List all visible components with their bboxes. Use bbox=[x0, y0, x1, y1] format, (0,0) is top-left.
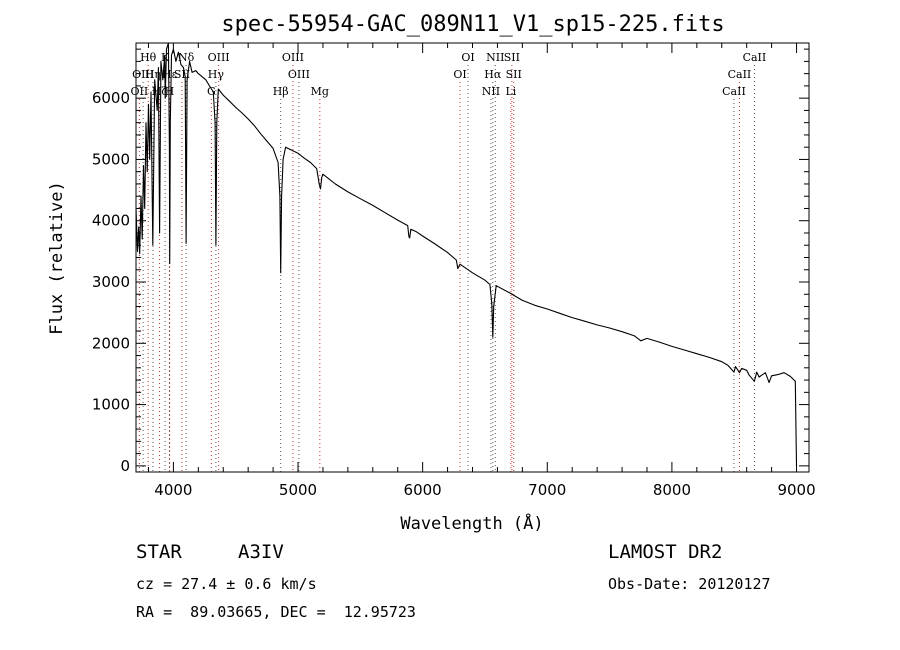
line-label: SII bbox=[174, 68, 190, 81]
survey-name: LAMOST DR2 bbox=[608, 541, 723, 563]
line-label: CaII bbox=[728, 68, 752, 81]
line-label: NII bbox=[486, 51, 504, 64]
line-label: Hθ bbox=[140, 51, 157, 64]
line-label: CaII bbox=[743, 51, 767, 64]
line-label: Hη bbox=[145, 68, 161, 81]
line-label: CaII bbox=[722, 85, 746, 98]
redshift-line: cz = 27.4 ± 0.6 km/s bbox=[136, 575, 317, 593]
object-class: STAR bbox=[136, 541, 182, 563]
spectrum-line bbox=[135, 42, 798, 466]
y-tick-label: 3000 bbox=[92, 273, 130, 291]
chart-title: spec-55954-GAC_089N11_V1_sp15-225.fits bbox=[221, 12, 724, 37]
y-tick-label: 2000 bbox=[92, 334, 130, 352]
line-label: Li bbox=[505, 85, 516, 98]
x-tick-label: 7000 bbox=[528, 481, 566, 499]
x-tick-label: 8000 bbox=[653, 481, 691, 499]
y-tick-label: 0 bbox=[120, 457, 130, 475]
x-axis-ticks: 4000 5000 6000 7000 8000 9000 bbox=[147, 43, 816, 499]
line-label: OIII bbox=[208, 51, 230, 64]
y-axis-ticks: 0 1000 2000 3000 4000 5000 6000 bbox=[92, 48, 809, 475]
line-label: Hγ bbox=[208, 68, 225, 81]
line-label: OI bbox=[453, 68, 466, 81]
x-tick-label: 6000 bbox=[404, 481, 442, 499]
y-tick-label: 5000 bbox=[92, 150, 130, 168]
line-label: NII bbox=[482, 85, 500, 98]
line-label: Nδ bbox=[178, 51, 195, 64]
x-tick-label: 5000 bbox=[279, 481, 317, 499]
plot-frame bbox=[135, 42, 810, 473]
flux-series bbox=[135, 42, 798, 466]
line-label: OIII bbox=[282, 51, 304, 64]
coordinates: RA = 89.03665, DEC = 12.95723 bbox=[136, 603, 416, 621]
line-label: SII bbox=[506, 68, 522, 81]
x-tick-label: 4000 bbox=[154, 481, 192, 499]
object-subclass: A3IV bbox=[238, 541, 284, 563]
line-label: OIII bbox=[288, 68, 310, 81]
y-tick-label: 1000 bbox=[92, 396, 130, 414]
line-label: OII bbox=[131, 85, 149, 98]
y-axis-label: Flux (relative) bbox=[47, 181, 67, 335]
line-label: Hα bbox=[484, 68, 502, 81]
line-label: SII bbox=[504, 51, 520, 64]
line-label: OI bbox=[461, 51, 474, 64]
obs-date: Obs-Date: 20120127 bbox=[608, 575, 771, 593]
x-tick-label: 9000 bbox=[777, 481, 815, 499]
emission-line-markers bbox=[138, 65, 755, 472]
x-axis-label: Wavelength (Å) bbox=[400, 512, 543, 534]
line-label: Mg bbox=[311, 85, 329, 98]
y-tick-label: 6000 bbox=[92, 89, 130, 107]
line-label: K bbox=[161, 51, 170, 64]
line-label: OIII bbox=[132, 68, 154, 81]
y-tick-label: 4000 bbox=[92, 212, 130, 230]
line-label: Hβ bbox=[273, 85, 289, 98]
line-label: G bbox=[207, 85, 216, 98]
